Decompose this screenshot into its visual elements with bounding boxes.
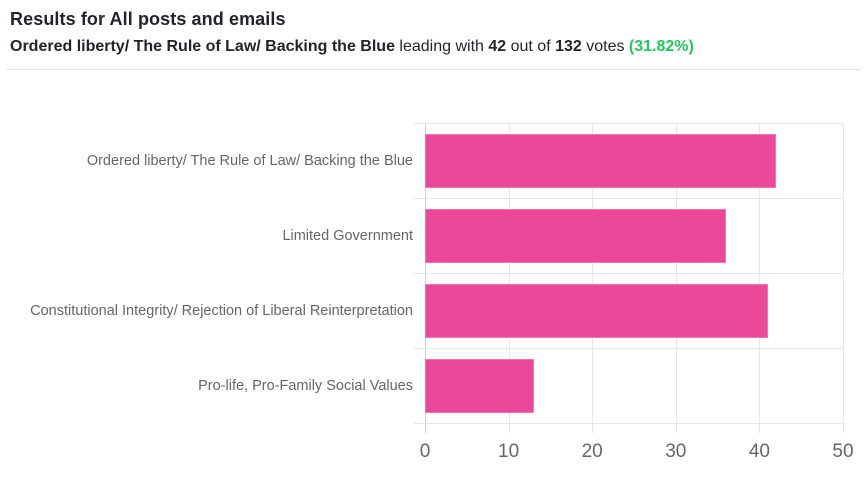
y-axis-line: [425, 123, 426, 433]
x-tick-label: 20: [581, 441, 603, 462]
x-tick-label: 30: [665, 441, 687, 462]
band-gridline: [414, 273, 843, 274]
x-gridline: [675, 123, 677, 433]
summary-votes: votes: [581, 38, 629, 55]
category-label: Limited Government: [282, 227, 413, 244]
band-gridline: [414, 348, 843, 349]
results-summary: Ordered liberty/ The Rule of Law/ Backin…: [10, 38, 694, 56]
leader-name: Ordered liberty/ The Rule of Law/ Backin…: [10, 38, 395, 55]
x-gridline: [592, 123, 594, 433]
x-gridline: [759, 123, 761, 433]
total-votes: 132: [555, 38, 582, 55]
summary-out-of: out of: [506, 38, 556, 55]
x-tick-label: 10: [498, 441, 520, 462]
x-axis-baseline: [414, 423, 843, 424]
chart-bar[interactable]: [425, 133, 777, 188]
x-tick-label: 40: [748, 441, 770, 462]
category-label: Ordered liberty/ The Rule of Law/ Backin…: [86, 152, 413, 169]
chart-bar[interactable]: [425, 283, 768, 338]
band-gridline: [414, 123, 843, 124]
header-divider: [6, 69, 861, 70]
category-label: Constitutional Integrity/ Rejection of L…: [30, 302, 413, 319]
x-gridline: [508, 123, 510, 433]
category-label: Pro-life, Pro-Family Social Values: [198, 377, 413, 394]
chart-bar[interactable]: [425, 208, 726, 263]
leading-percentage: (31.82%): [628, 38, 694, 55]
x-gridline: [843, 123, 844, 433]
summary-leading-with: leading with: [394, 38, 489, 55]
leader-votes: 42: [488, 38, 507, 55]
band-gridline: [414, 198, 843, 199]
page-title: Results for All posts and emails: [10, 9, 286, 29]
x-tick-label: 0: [419, 441, 431, 462]
x-tick-label: 50: [832, 441, 854, 462]
chart-bar[interactable]: [425, 358, 534, 413]
